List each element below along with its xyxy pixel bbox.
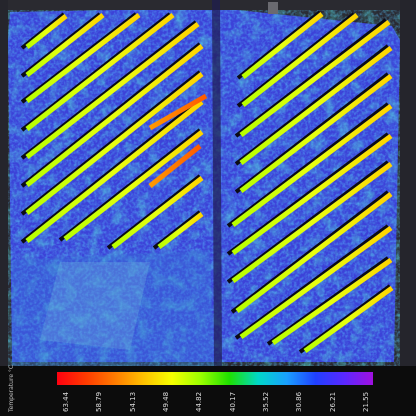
legend-tick: 40.17 [229, 388, 239, 414]
legend-tick-label: 58.79 [95, 391, 104, 412]
legend-tick: 26.21 [329, 388, 339, 414]
legend-tick-label: 40.17 [228, 391, 237, 412]
legend-tick-label: 30.86 [295, 391, 304, 412]
legend-tick: 54.13 [129, 388, 139, 414]
legend-tick: 49.48 [162, 388, 172, 414]
legend-tick-label: 54.13 [128, 391, 137, 412]
legend-tick: 21.55 [362, 388, 372, 414]
temperature-legend: Temperature °C 63.44 58.79 54.13 49.48 44.82… [0, 364, 416, 416]
thermal-map [0, 0, 416, 366]
legend-tick: 58.79 [95, 388, 105, 414]
legend-tick-label: 21.55 [362, 391, 370, 412]
legend-tick-label: 35.52 [262, 391, 270, 412]
thermal-image [0, 0, 416, 366]
legend-tick: 35.52 [262, 388, 272, 414]
legend-tick: 44.82 [195, 388, 205, 414]
legend-tick-label: 26.21 [328, 391, 337, 412]
legend-tick-label: 63.44 [62, 391, 70, 412]
legend-tick-label: 49.48 [162, 391, 170, 412]
legend-tick: 30.86 [295, 388, 305, 414]
color-scale-bar [57, 372, 373, 385]
legend-tick-label: 44.82 [195, 391, 204, 412]
legend-tick: 63.44 [62, 388, 72, 414]
legend-title: Temperature °C [8, 364, 15, 412]
